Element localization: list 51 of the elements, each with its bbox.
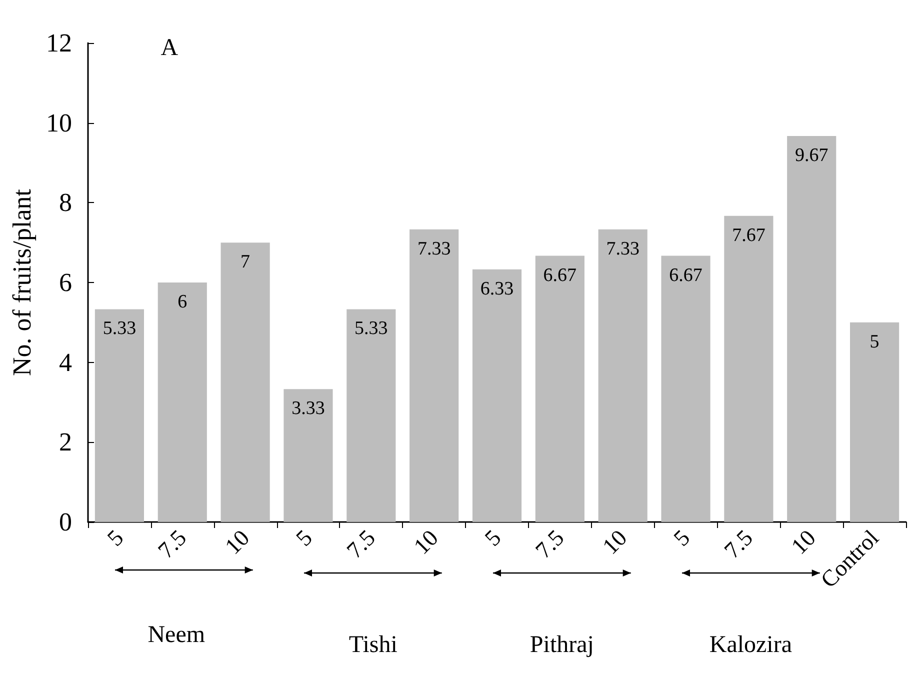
y-axis-title: No. of fruits/plant [8,188,37,376]
bar [220,242,270,522]
bar [158,282,207,522]
data-label: 9.67 [794,145,828,166]
bar [94,309,144,522]
data-label: 6.67 [669,264,702,286]
bar [410,229,459,522]
x-tick-label: 7.5 [530,525,569,564]
bar [787,136,836,522]
text: Pithraj [530,632,594,659]
x-tick-label: 5 [480,525,506,551]
data-label: 3.33 [292,398,325,420]
bar [472,269,522,522]
x-tick-label: 5 [668,525,695,551]
y-tick-label: 4 [59,348,72,377]
data-label: 6 [178,292,188,312]
text: Tishi [348,632,398,659]
y-tick-label: 8 [59,188,72,218]
data-label: 7 [240,252,250,273]
data-label: 5.33 [354,318,388,340]
bar [850,322,900,522]
data-label: 7.33 [417,238,451,260]
data-label: 6.67 [543,264,577,286]
data-label: 5 [870,331,880,352]
bar [724,216,774,522]
y-tick-label: 6 [59,268,72,297]
data-label: 6.33 [480,278,514,300]
x-tick-label: 5 [102,525,128,551]
x-tick-label: 7.5 [342,525,380,564]
y-tick-label: 12 [46,28,72,58]
x-tick-label: 10 [598,525,632,560]
x-tick-label: 10 [786,525,820,560]
x-tick-label: 10 [220,525,254,560]
x-tick-label: 7.5 [720,525,758,564]
bar [598,229,648,522]
bar [284,389,333,522]
data-label: 5.33 [102,318,136,340]
data-label: 7.67 [732,224,766,246]
bar [346,309,396,522]
text: Neem [148,622,206,649]
text: Kalozira [709,632,792,659]
y-tick-label: 10 [46,108,72,138]
y-tick-label: 2 [59,428,72,457]
data-label: 7.33 [606,238,640,260]
y-tick-label: 0 [59,508,72,536]
bar [661,256,710,522]
x-tick-label: 10 [408,525,443,560]
x-tick-label: 5 [291,525,318,551]
annotation: A [160,35,178,62]
x-tick-label: 7.5 [153,525,192,564]
bar [535,256,584,522]
